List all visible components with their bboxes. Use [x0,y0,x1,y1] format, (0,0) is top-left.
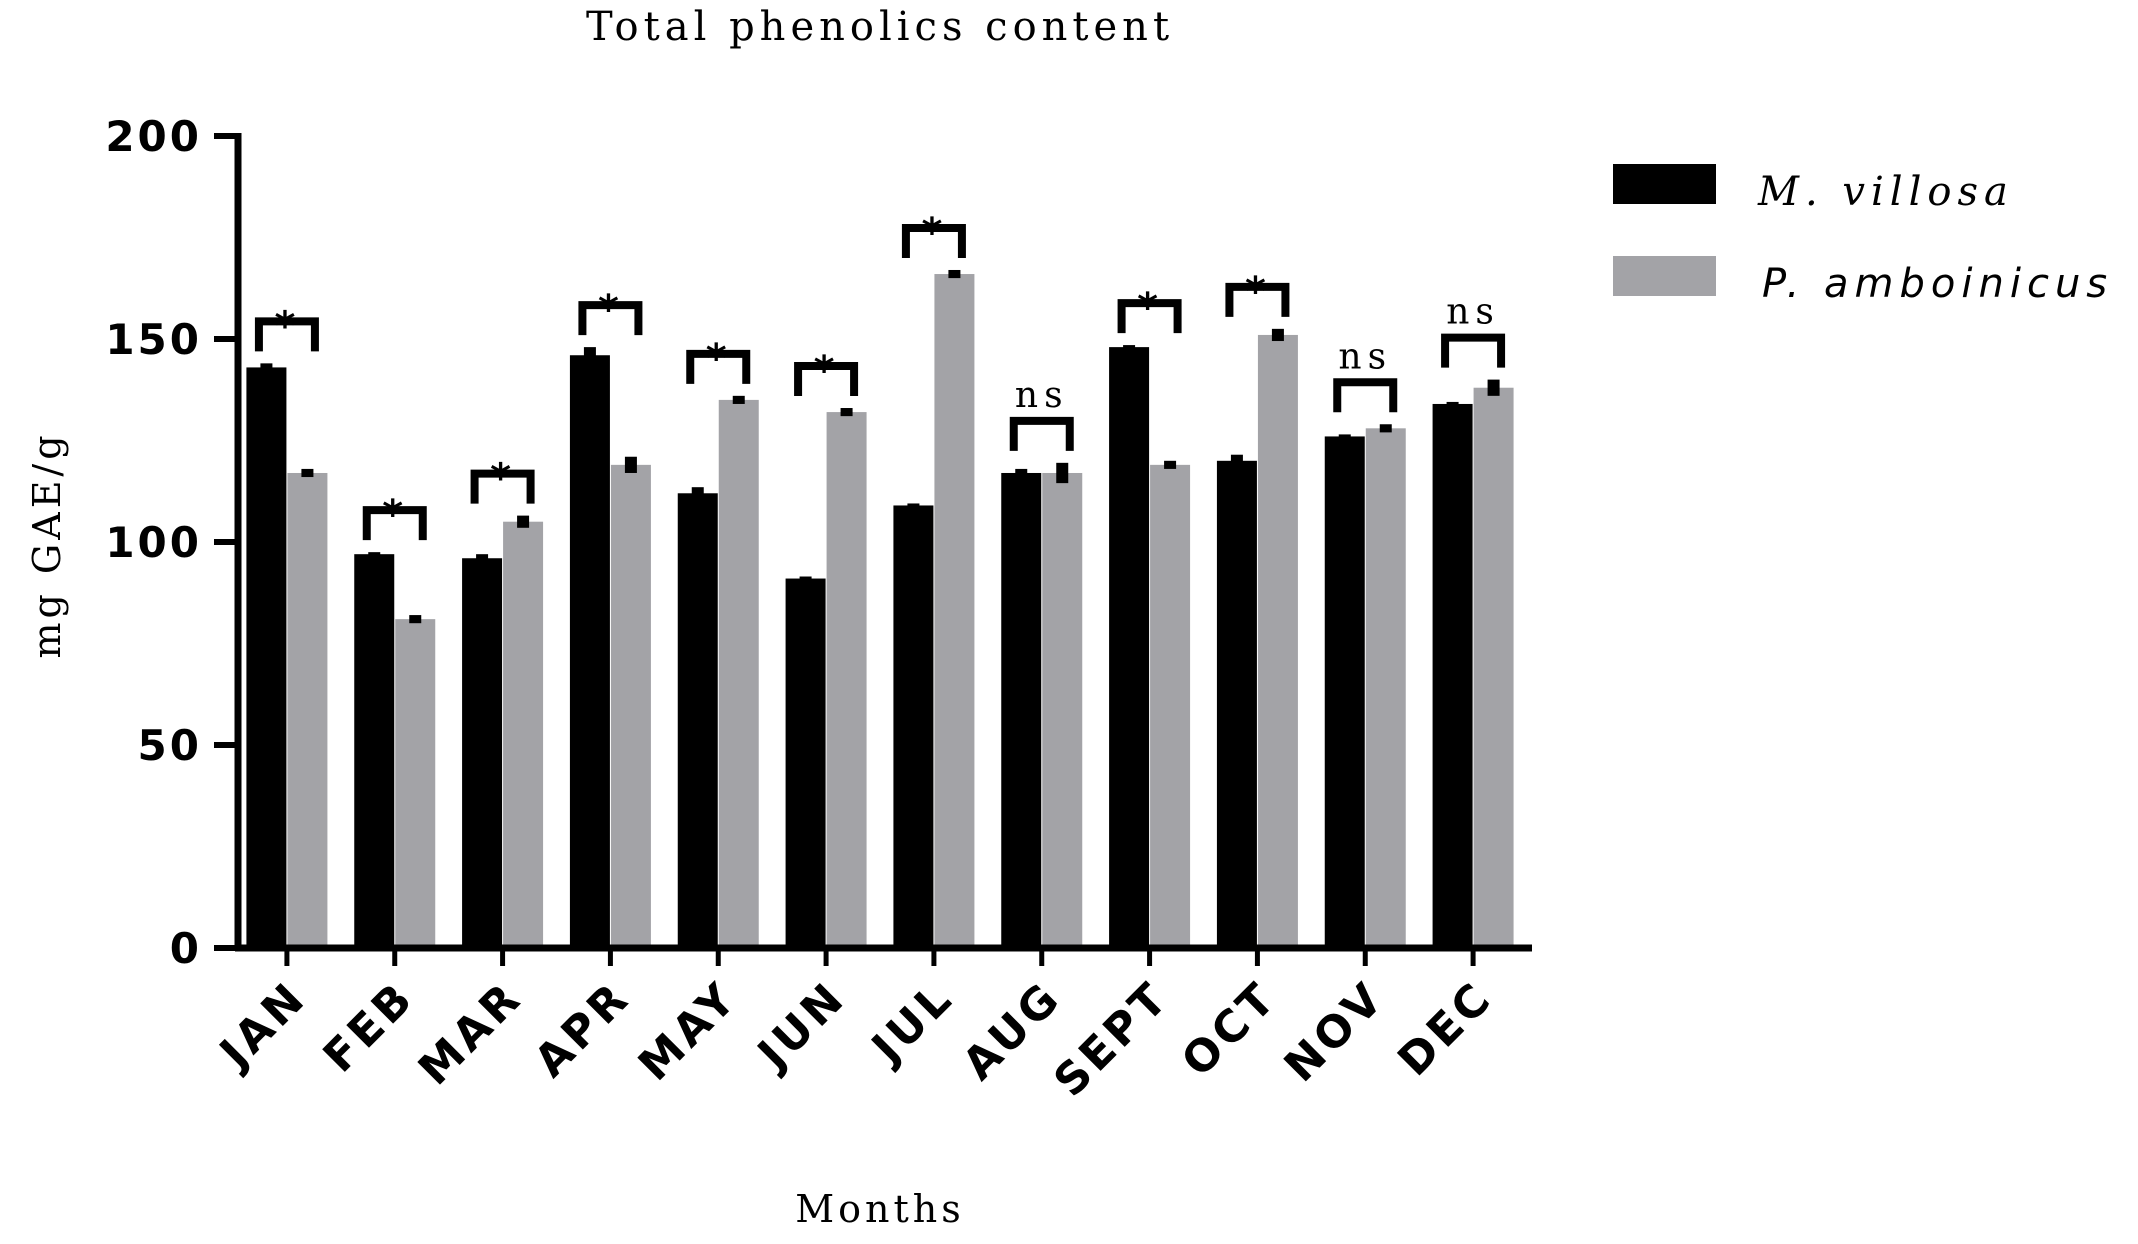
significance-bracket-dec [1441,333,1506,368]
x-tick-label-jun: JUN [746,972,856,1082]
bar-m-villosa-jan [246,367,287,948]
y-tick-label-50: 50 [138,721,202,770]
x-tick-label-dec: DEC [1388,972,1502,1086]
x-axis-title: Months [795,1187,965,1231]
error-bar-p-amboinicus-oct [1271,328,1284,342]
error-bar-m-villosa-oct [1230,454,1243,467]
error-bar-p-amboinicus-jun [840,408,853,417]
significance-bracket-mar [470,469,535,504]
x-tick-label-nov: NOV [1275,972,1395,1092]
bar-p-amboinicus-may [718,399,759,948]
bar-m-villosa-nov [1324,436,1365,948]
x-tick-label-mar: MAR [409,972,533,1096]
error-bar-m-villosa-nov [1338,434,1351,439]
y-axis-title: mg GAE/g [25,431,69,658]
bar-p-amboinicus-nov [1365,428,1406,948]
significance-label-jul: * [921,210,942,256]
legend: M. villosa P. amboinicus [1613,164,2113,307]
bar-p-amboinicus-dec [1473,387,1514,949]
error-bar-p-amboinicus-mar [517,515,530,528]
error-bar-p-amboinicus-aug [1056,462,1069,484]
bar-p-amboinicus-mar [503,521,544,948]
error-bar-m-villosa-sept [1123,345,1136,350]
bar-p-amboinicus-feb [395,619,436,948]
error-bar-m-villosa-jun [799,576,812,581]
bar-p-amboinicus-jan [287,472,328,948]
significance-label-feb: * [382,492,403,538]
bar-m-villosa-aug [1001,472,1042,948]
significance-label-mar: * [490,456,511,502]
significance-label-jun: * [814,348,835,394]
error-bar-m-villosa-mar [476,554,489,563]
bar-m-villosa-feb [354,554,395,948]
bar-m-villosa-oct [1216,460,1257,948]
significance-bracket-oct [1225,282,1290,317]
error-bar-m-villosa-dec [1446,401,1459,406]
significance-bracket-feb [362,506,427,541]
error-bar-p-amboinicus-jul [948,269,961,279]
x-tick-label-jan: JAN [208,972,316,1080]
error-bar-m-villosa-jan [260,363,273,372]
significance-label-oct: * [1245,269,1266,315]
x-tick-label-oct: OCT [1172,972,1287,1087]
bar-m-villosa-dec [1432,403,1473,949]
y-tick-label-200: 200 [105,112,202,161]
plot-area: *JAN*FEB*MAR*APR*MAY*JUN*JULnsAUG*SEPT*O… [105,112,1532,1107]
significance-label-jan: * [274,303,295,349]
bar-m-villosa-may [677,493,718,948]
x-tick-label-sept: SEPT [1044,972,1179,1107]
significance-label-may: * [706,336,727,382]
significance-bracket-jun [794,362,859,397]
x-tick-label-jul: JUL [860,972,963,1075]
error-bar-p-amboinicus-apr [624,456,637,473]
bar-p-amboinicus-aug [1042,472,1083,948]
bar-m-villosa-mar [462,558,503,948]
error-bar-m-villosa-apr [583,347,596,364]
significance-label-apr: * [598,287,619,333]
error-bar-p-amboinicus-dec [1487,379,1500,396]
significance-label-dec: ns [1446,292,1500,333]
significance-label-nov: ns [1338,336,1392,377]
error-bar-m-villosa-jul [907,503,920,508]
legend-label-m-villosa: M. villosa [1757,169,2014,215]
bar-m-villosa-jul [893,505,934,948]
error-bar-m-villosa-feb [368,552,381,557]
significance-label-sept: * [1137,285,1158,331]
bar-m-villosa-apr [569,355,610,948]
significance-bracket-nov [1333,378,1398,413]
error-bar-p-amboinicus-jan [301,468,314,478]
bar-m-villosa-sept [1109,347,1150,948]
error-bar-p-amboinicus-sept [1164,460,1177,469]
y-tick-label-0: 0 [170,924,202,973]
y-tick-label-100: 100 [105,518,202,567]
legend-label-p-amboinicus: P. amboinicus [1762,261,2113,307]
significance-bracket-jan [254,317,319,352]
error-bar-p-amboinicus-feb [409,615,422,624]
bar-p-amboinicus-jun [826,412,867,949]
significance-bracket-jul [901,223,966,258]
x-tick-label-apr: APR [525,972,640,1087]
error-bar-p-amboinicus-may [732,395,745,404]
bar-p-amboinicus-sept [1150,464,1191,948]
significance-bracket-may [686,349,751,384]
chart-title: Total phenolics content [586,4,1174,50]
x-tick-label-feb: FEB [314,972,425,1083]
significance-bracket-sept [1117,299,1182,334]
significance-label-aug: ns [1015,375,1069,416]
bar-p-amboinicus-jul [934,274,975,948]
significance-bracket-aug [1009,416,1074,451]
bar-m-villosa-jun [785,578,826,948]
y-tick-label-150: 150 [105,315,202,364]
error-bar-m-villosa-aug [1015,468,1028,478]
bar-p-amboinicus-oct [1257,334,1298,948]
bar-p-amboinicus-apr [610,464,651,948]
error-bar-p-amboinicus-nov [1379,424,1392,433]
legend-swatch-m-villosa [1613,164,1716,204]
error-bar-m-villosa-may [691,487,704,500]
significance-bracket-apr [578,301,643,336]
legend-swatch-p-amboinicus [1613,256,1716,296]
x-tick-label-may: MAY [629,972,748,1091]
